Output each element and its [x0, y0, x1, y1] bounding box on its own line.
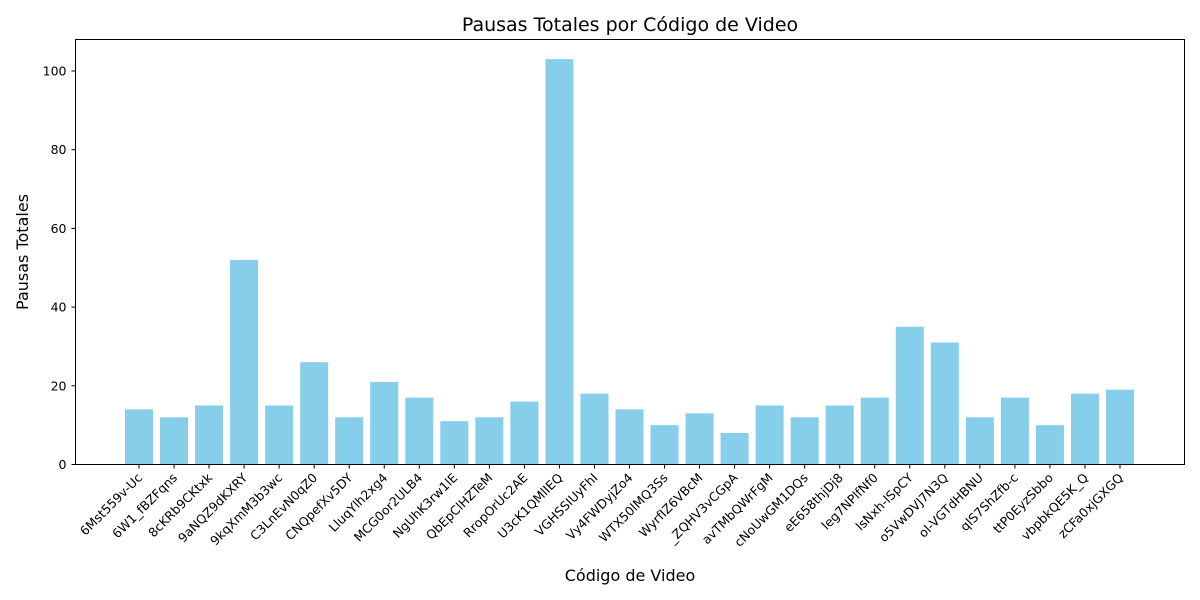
bar	[1105, 389, 1135, 465]
x-axis-ticks: 6Mst559v-Uc6W1_fBZFqns8cKRb9CKtxk9aNQZ9d…	[77, 464, 1126, 550]
bar	[720, 433, 749, 465]
y-tick-label: 0	[59, 457, 67, 472]
bar	[475, 417, 504, 465]
x-axis-title: Código de Video	[565, 566, 696, 585]
y-tick-label: 100	[43, 63, 67, 78]
bar	[685, 413, 714, 465]
plot-frame	[75, 39, 1185, 465]
bar	[755, 405, 784, 465]
bar	[615, 409, 644, 465]
bar	[124, 409, 154, 465]
bar	[195, 405, 224, 465]
bar	[440, 421, 469, 465]
bar	[230, 259, 259, 465]
y-tick-label: 80	[51, 142, 67, 157]
y-tick-label: 20	[51, 378, 67, 393]
bar	[1070, 393, 1099, 465]
bar	[650, 425, 679, 465]
y-tick-label: 60	[51, 221, 67, 236]
bar	[930, 342, 959, 465]
bar	[335, 417, 364, 465]
bar	[160, 417, 189, 465]
bar	[790, 417, 819, 465]
bar	[1035, 425, 1064, 465]
bar	[510, 401, 539, 465]
bar	[1000, 397, 1029, 465]
bars-group	[124, 59, 1135, 465]
bar	[860, 397, 889, 465]
y-tick-label: 40	[51, 300, 67, 315]
bar	[545, 59, 574, 465]
chart-title: Pausas Totales por Código de Video	[462, 14, 798, 36]
y-axis-title: Pausas Totales	[13, 194, 32, 310]
bar	[300, 362, 329, 465]
y-axis-ticks: 0 20 40 60 80 100	[43, 63, 76, 472]
bar	[370, 381, 399, 465]
bar	[580, 393, 609, 465]
bar	[265, 405, 294, 465]
bar	[895, 326, 924, 465]
bar	[965, 417, 994, 465]
bar	[825, 405, 854, 465]
bar	[405, 397, 434, 465]
